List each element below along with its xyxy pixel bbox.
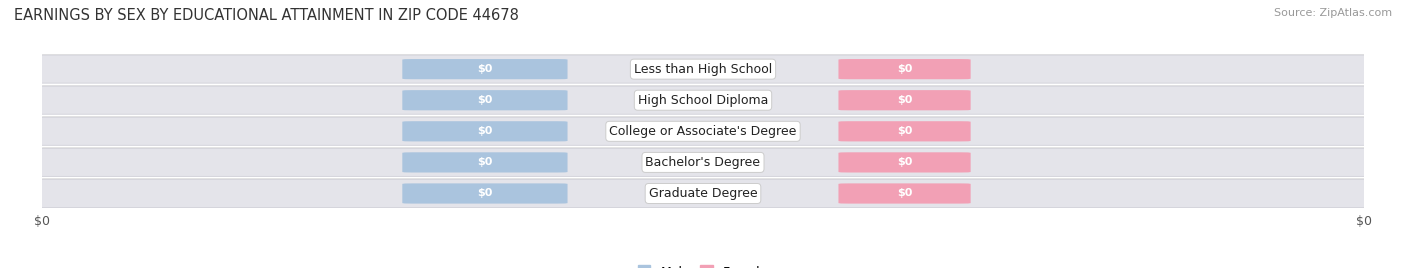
Text: $0: $0 bbox=[477, 64, 492, 74]
FancyBboxPatch shape bbox=[15, 180, 1391, 207]
FancyBboxPatch shape bbox=[838, 183, 970, 204]
Text: $0: $0 bbox=[477, 95, 492, 105]
Text: $0: $0 bbox=[897, 126, 912, 136]
Text: $0: $0 bbox=[897, 64, 912, 74]
Text: High School Diploma: High School Diploma bbox=[638, 94, 768, 107]
Text: Bachelor's Degree: Bachelor's Degree bbox=[645, 156, 761, 169]
FancyBboxPatch shape bbox=[402, 183, 568, 204]
Text: $0: $0 bbox=[477, 157, 492, 168]
Text: Graduate Degree: Graduate Degree bbox=[648, 187, 758, 200]
Text: Source: ZipAtlas.com: Source: ZipAtlas.com bbox=[1274, 8, 1392, 18]
FancyBboxPatch shape bbox=[402, 152, 568, 173]
Text: $0: $0 bbox=[477, 126, 492, 136]
Text: $0: $0 bbox=[897, 188, 912, 199]
Text: EARNINGS BY SEX BY EDUCATIONAL ATTAINMENT IN ZIP CODE 44678: EARNINGS BY SEX BY EDUCATIONAL ATTAINMEN… bbox=[14, 8, 519, 23]
Legend: Male, Female: Male, Female bbox=[633, 260, 773, 268]
FancyBboxPatch shape bbox=[15, 117, 1391, 145]
FancyBboxPatch shape bbox=[838, 59, 970, 79]
Text: College or Associate's Degree: College or Associate's Degree bbox=[609, 125, 797, 138]
Text: Less than High School: Less than High School bbox=[634, 63, 772, 76]
FancyBboxPatch shape bbox=[402, 121, 568, 142]
FancyBboxPatch shape bbox=[838, 152, 970, 173]
FancyBboxPatch shape bbox=[15, 55, 1391, 83]
FancyBboxPatch shape bbox=[402, 90, 568, 110]
FancyBboxPatch shape bbox=[402, 59, 568, 79]
Text: $0: $0 bbox=[477, 188, 492, 199]
FancyBboxPatch shape bbox=[838, 121, 970, 142]
Text: $0: $0 bbox=[897, 95, 912, 105]
FancyBboxPatch shape bbox=[838, 90, 970, 110]
FancyBboxPatch shape bbox=[15, 148, 1391, 176]
Text: $0: $0 bbox=[897, 157, 912, 168]
FancyBboxPatch shape bbox=[15, 86, 1391, 114]
